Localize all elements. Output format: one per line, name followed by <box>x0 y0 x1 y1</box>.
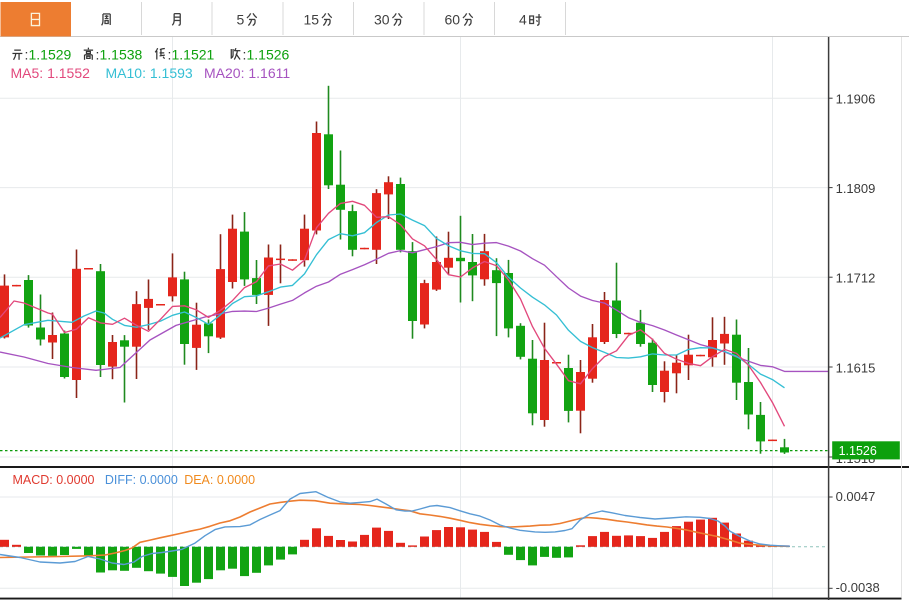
svg-text:1.1521: 1.1521 <box>172 46 215 62</box>
svg-text:1.1712: 1.1712 <box>836 271 876 286</box>
svg-text:5: 5 <box>237 12 245 28</box>
svg-text:1.1538: 1.1538 <box>100 46 143 62</box>
svg-text::: : <box>25 46 29 62</box>
svg-text:MA10: 1.1593: MA10: 1.1593 <box>106 65 193 81</box>
svg-text:MACD: 0.0000: MACD: 0.0000 <box>13 473 95 487</box>
svg-text:DIFF: 0.0000: DIFF: 0.0000 <box>105 473 178 487</box>
svg-text::: : <box>243 46 247 62</box>
svg-text:4: 4 <box>519 12 527 28</box>
svg-text:MA20: 1.1611: MA20: 1.1611 <box>204 65 290 81</box>
svg-text:1.1529: 1.1529 <box>29 46 72 62</box>
svg-text:DEA: 0.0000: DEA: 0.0000 <box>184 473 255 487</box>
svg-text:1.1809: 1.1809 <box>836 181 876 196</box>
svg-text:1.1526: 1.1526 <box>247 46 290 62</box>
svg-text:1.1906: 1.1906 <box>836 92 876 107</box>
svg-text:15: 15 <box>304 12 320 28</box>
svg-text:30: 30 <box>374 12 390 28</box>
svg-text::: : <box>168 46 172 62</box>
svg-text:1.1615: 1.1615 <box>836 360 876 375</box>
svg-text:MA5: 1.1552: MA5: 1.1552 <box>11 65 91 81</box>
svg-text:60: 60 <box>445 12 461 28</box>
svg-text:0.0047: 0.0047 <box>836 489 876 504</box>
svg-text:1.1526: 1.1526 <box>839 444 877 458</box>
svg-text:-0.0038: -0.0038 <box>836 580 880 595</box>
svg-text::: : <box>96 46 100 62</box>
